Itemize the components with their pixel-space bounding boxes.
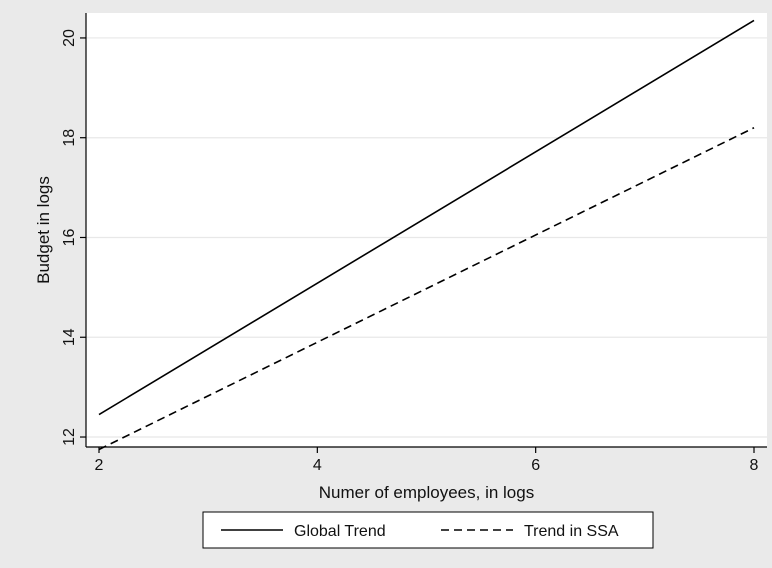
legend-label-1: Global Trend [294, 523, 386, 540]
y-tick-label: 16 [61, 228, 78, 246]
series-line-2 [98, 127, 755, 451]
axes [80, 13, 767, 453]
tick-labels: 2 4 6 8 12 14 16 18 20 [61, 29, 759, 474]
series-layer [98, 19, 755, 451]
y-tick-label: 14 [61, 328, 78, 346]
legend-label-2: Trend in SSA [524, 523, 619, 540]
plot-area [86, 13, 767, 447]
y-axis-label: Budget in logs [34, 176, 53, 284]
gridlines [86, 37, 767, 438]
x-tick-label: 2 [95, 457, 104, 474]
x-axis-label: Numer of employees, in logs [319, 483, 534, 502]
series-line-1 [98, 19, 755, 416]
x-tick-label: 4 [313, 457, 322, 474]
legend: Global Trend Trend in SSA [202, 511, 654, 549]
y-tick-label: 12 [61, 428, 78, 446]
y-tick-label: 18 [61, 129, 78, 147]
x-tick-label: 8 [750, 457, 759, 474]
y-tick-label: 20 [61, 29, 78, 47]
x-tick-label: 6 [531, 457, 540, 474]
